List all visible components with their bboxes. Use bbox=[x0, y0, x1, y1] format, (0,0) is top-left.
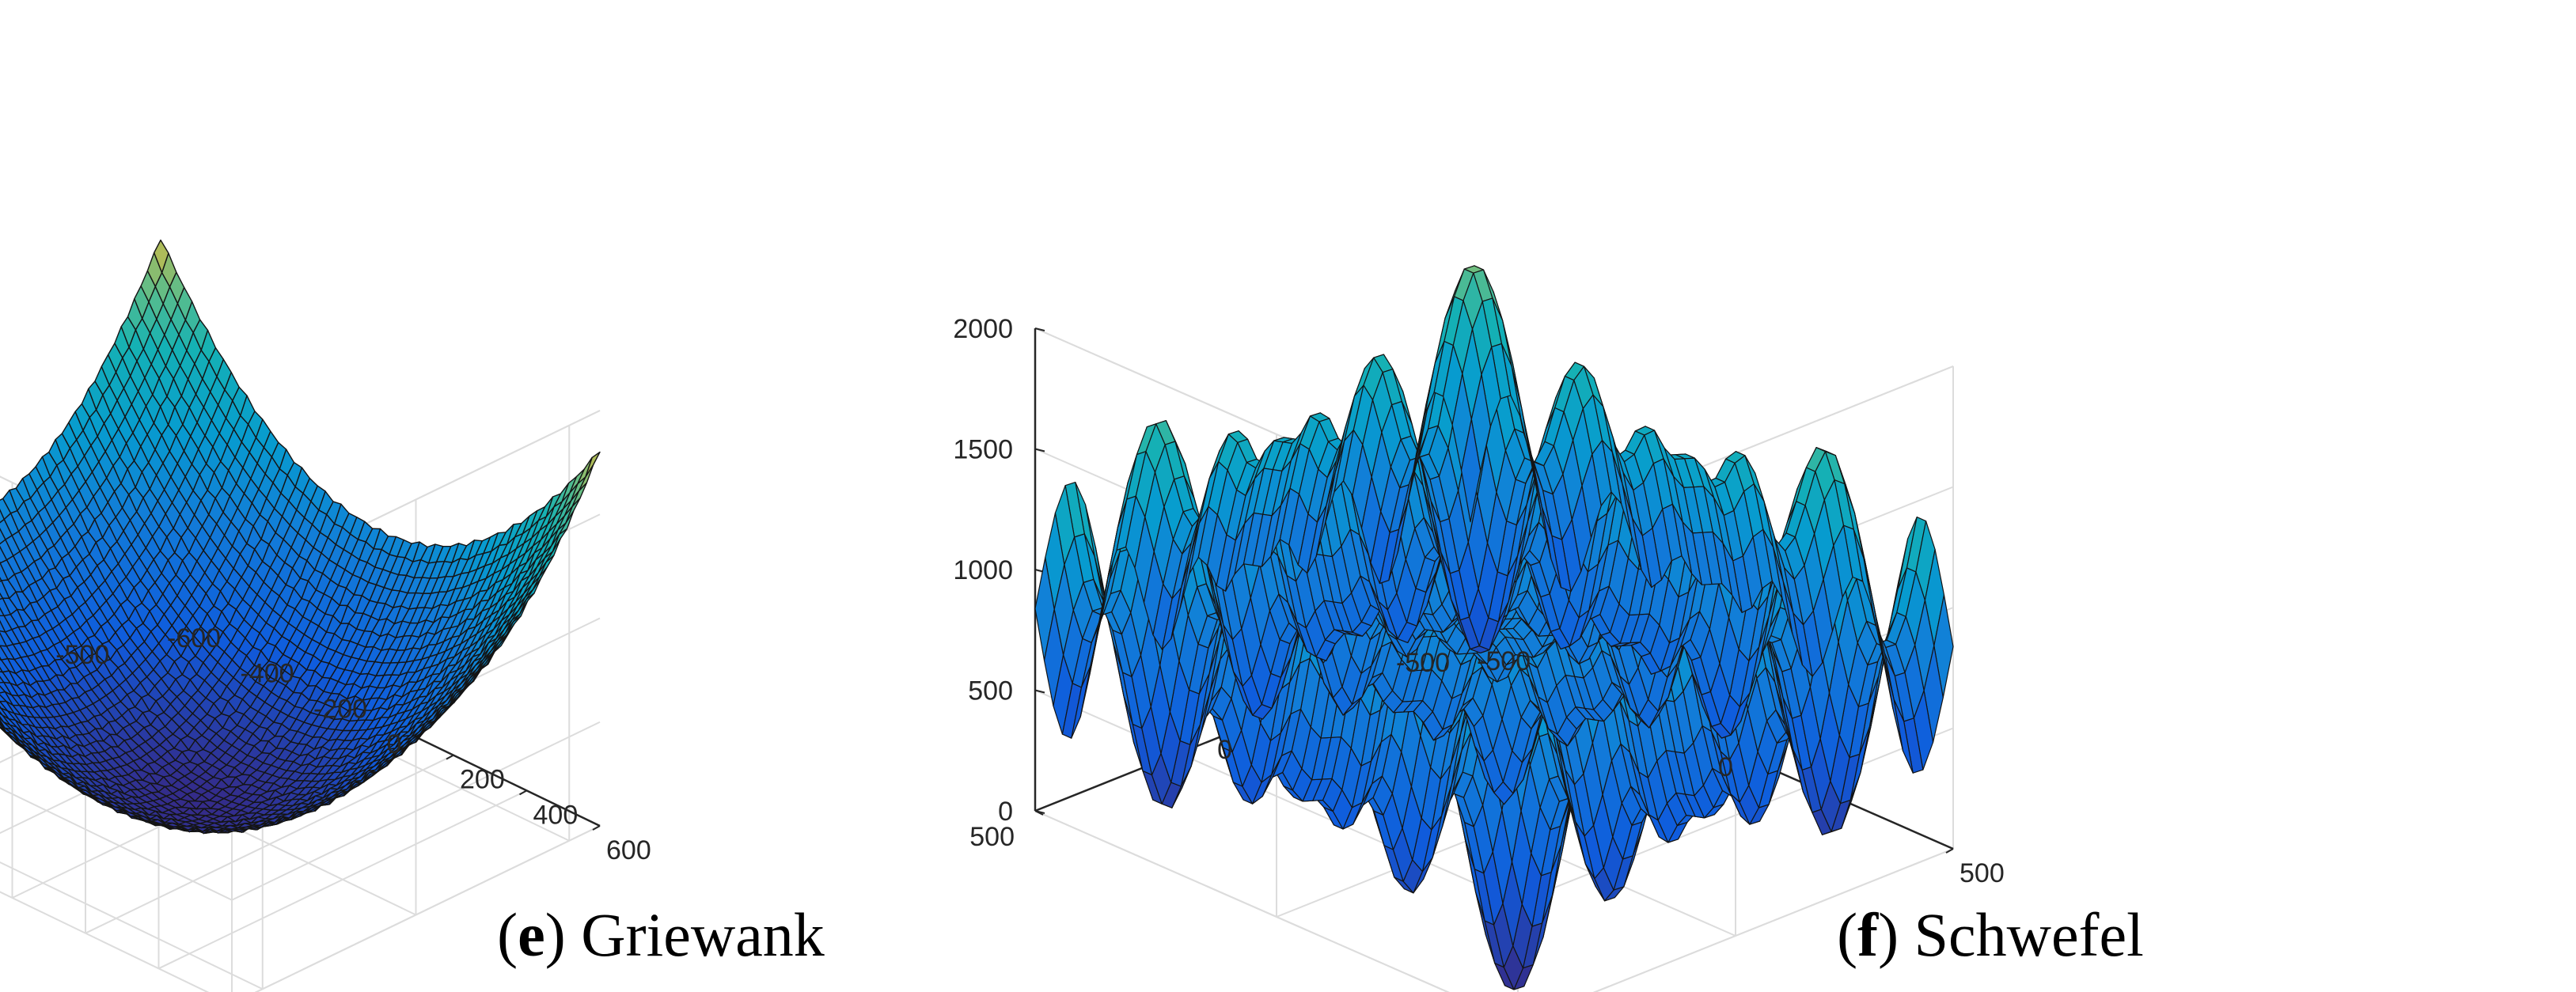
x-tick-label: -200 bbox=[313, 694, 367, 724]
griewank-caption: (e) Griewank bbox=[497, 900, 825, 969]
y-tick-mark bbox=[1034, 810, 1044, 816]
griewank-caption-letter: e bbox=[518, 900, 545, 969]
x-tick-mark bbox=[446, 754, 454, 760]
x-tick-mark bbox=[592, 825, 601, 831]
x-tick-label: 600 bbox=[606, 835, 651, 865]
grid-line bbox=[1034, 810, 1450, 992]
surface-facet bbox=[153, 239, 169, 274]
griewank-panel: 050100150200-600-400-2000200400600-50005… bbox=[0, 239, 825, 992]
grid-line bbox=[0, 861, 264, 990]
griewank-tick-labels: 050100150200-600-400-2000200400600-50005… bbox=[55, 623, 651, 865]
y-tick-label: -500 bbox=[55, 640, 109, 670]
x-tick-mark bbox=[519, 789, 527, 796]
z-tick-mark bbox=[1034, 689, 1045, 694]
z-tick-mark bbox=[1034, 448, 1045, 452]
x-tick-mark bbox=[1945, 848, 1954, 854]
x-tick-label: 400 bbox=[533, 800, 579, 830]
z-tick-mark bbox=[1034, 328, 1045, 331]
x-tick-label: 0 bbox=[387, 729, 402, 759]
griewank-surface bbox=[0, 239, 601, 835]
schwefel-surface bbox=[1034, 265, 1954, 990]
x-tick-label: -400 bbox=[241, 659, 294, 689]
x-tick-label: 200 bbox=[460, 765, 505, 795]
x-tick-label: -600 bbox=[167, 623, 221, 653]
griewank-caption-name: Griewank bbox=[581, 900, 825, 969]
